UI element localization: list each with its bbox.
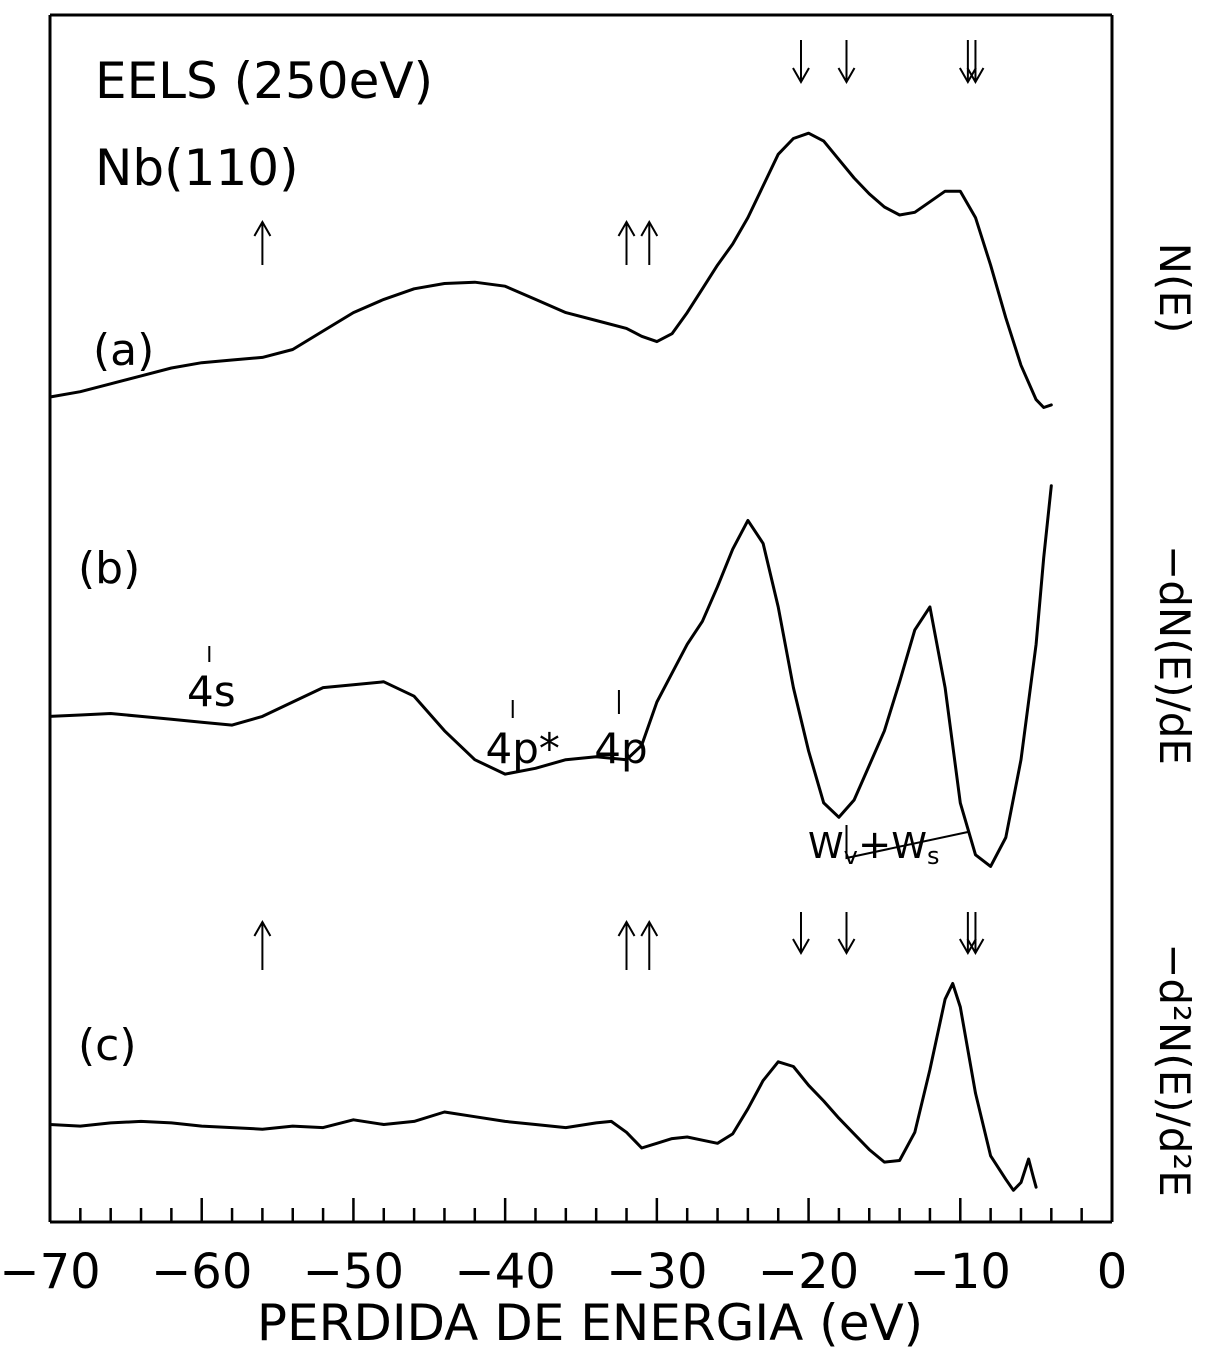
x-axis-ticks — [48, 1198, 1114, 1222]
x-axis-tick-labels: −70 −60 −50 −40 −30 −20 −10 0 — [0, 1244, 1127, 1300]
down-arrow — [837, 912, 856, 956]
chart-title: EELS (250eV) — [95, 52, 433, 110]
x-axis-label: PERDIDA DE ENERGIA (eV) — [257, 1294, 923, 1352]
series-line-3 — [48, 982, 1038, 1192]
x-tick-label: 0 — [1097, 1244, 1128, 1300]
series-line-2 — [48, 484, 1053, 868]
transition-arrows — [253, 40, 985, 970]
x-tick-label: −10 — [910, 1244, 1011, 1300]
x-tick-label: −30 — [606, 1244, 707, 1300]
plot-frame — [48, 13, 1114, 1224]
feature-label: 4s — [187, 667, 236, 716]
feature-markers: 4s 4p* 4p Wv+Ws — [187, 646, 969, 870]
series-line-1 — [48, 131, 1053, 409]
x-tick-label: −40 — [454, 1244, 555, 1300]
x-tick-label: −70 — [0, 1244, 101, 1300]
spectra-curves — [48, 131, 1053, 1192]
down-arrow — [966, 912, 985, 956]
feature-label: 4p — [594, 724, 647, 773]
up-arrow — [253, 919, 272, 970]
series-label-n-e: N(E) — [1150, 243, 1199, 334]
feature-4p-star: 4p* — [486, 700, 560, 773]
down-arrow — [837, 40, 856, 85]
feature-wv-ws: Wv+Ws — [808, 822, 969, 870]
panel-label-a: (a) — [93, 325, 154, 376]
feature-label: 4p* — [486, 724, 560, 773]
panel-label-c: (c) — [78, 1020, 137, 1071]
series-label-dn-de: −dN(E)/dE — [1150, 545, 1199, 765]
feature-4s: 4s — [187, 646, 236, 716]
feature-4p: 4p — [594, 690, 648, 773]
up-arrow — [617, 919, 636, 970]
up-arrow — [253, 219, 272, 265]
x-tick-label: −60 — [151, 1244, 252, 1300]
down-arrow — [792, 912, 810, 956]
down-arrow — [966, 40, 985, 85]
down-arrow — [959, 40, 977, 85]
down-arrow — [792, 40, 810, 85]
up-arrow — [640, 919, 659, 970]
x-tick-label: −20 — [758, 1244, 859, 1300]
up-arrow — [617, 219, 636, 265]
x-tick-label: −50 — [303, 1244, 404, 1300]
down-arrow — [959, 912, 977, 956]
chart-subtitle: Nb(110) — [95, 139, 299, 197]
up-arrow — [640, 219, 659, 265]
panel-label-b: (b) — [78, 543, 140, 594]
feature-label: Wv+Ws — [808, 822, 939, 870]
series-label-d2n-d2e: −d²N(E)/d²E — [1150, 943, 1199, 1197]
